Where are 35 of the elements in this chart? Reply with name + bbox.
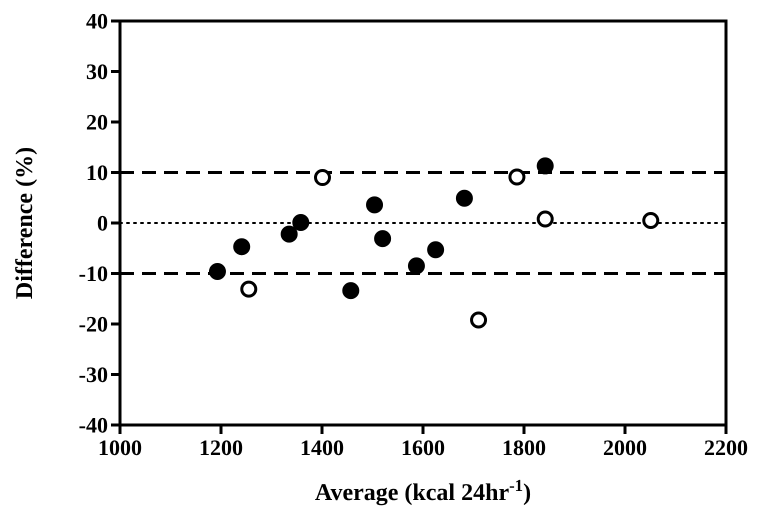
point xyxy=(456,190,473,207)
point xyxy=(536,210,554,228)
y-tick-label: -20 xyxy=(78,312,108,337)
x-axis-title: Average (kcal 24hr$^{-1}$) xyxy=(314,476,532,506)
x-tick-label: 1000 xyxy=(98,435,142,460)
x-tick-label: 2200 xyxy=(704,435,748,460)
point xyxy=(408,257,425,274)
point xyxy=(470,311,488,328)
y-tick-label: 10 xyxy=(86,160,108,186)
y-tick-label: 0 xyxy=(97,210,108,236)
y-tick-label: -30 xyxy=(78,362,108,388)
point xyxy=(292,214,310,231)
y-tick-label: -40 xyxy=(78,412,108,438)
point xyxy=(508,168,526,186)
point xyxy=(427,241,444,258)
point xyxy=(208,262,226,280)
x-tick-label: 1800 xyxy=(502,435,546,460)
point xyxy=(314,169,332,186)
point xyxy=(342,282,360,300)
y-tick-label: 20 xyxy=(86,110,108,135)
x-tick-label: 1400 xyxy=(300,435,344,460)
x-tick-label: 1600 xyxy=(401,435,445,460)
point xyxy=(536,157,554,174)
point xyxy=(280,226,298,243)
point xyxy=(366,196,384,214)
y-tick-label: 40 xyxy=(86,8,108,34)
point xyxy=(240,280,258,298)
point xyxy=(642,212,660,229)
x-tick-label: 1200 xyxy=(199,435,243,460)
y-axis-title: Difference (%) xyxy=(12,146,38,300)
y-tick-label: -10 xyxy=(78,261,108,286)
y-tick-label: 30 xyxy=(86,59,108,84)
point xyxy=(374,230,392,248)
point xyxy=(233,238,250,256)
x-tick-label: 2000 xyxy=(603,435,647,460)
